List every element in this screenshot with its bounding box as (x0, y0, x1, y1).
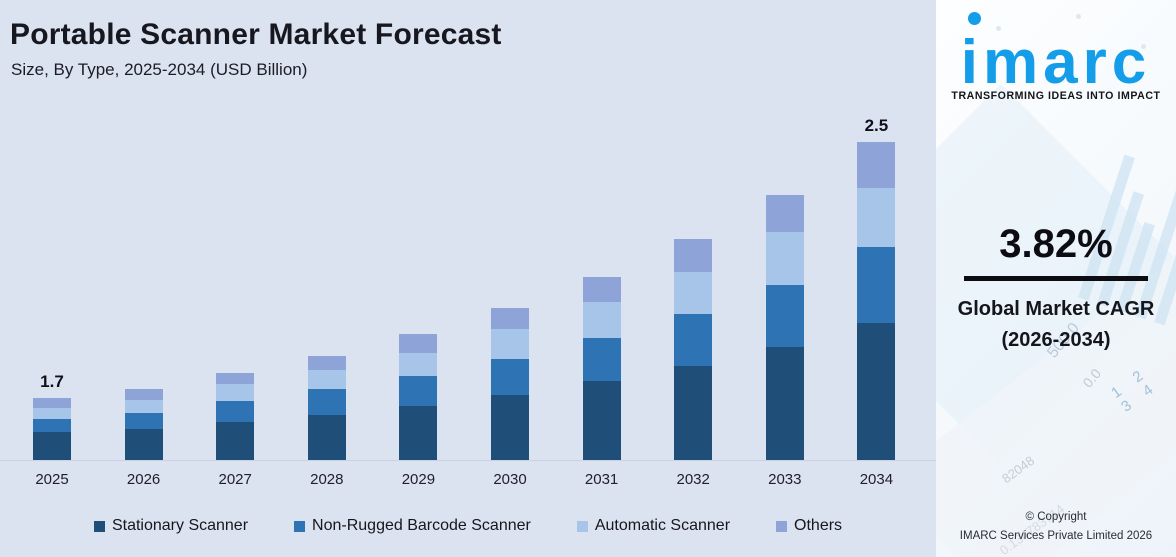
bar-2028 (307, 356, 346, 460)
copyright-line1: © Copyright (1025, 511, 1087, 524)
bar-segment (33, 432, 71, 460)
x-axis-label: 2028 (310, 471, 344, 488)
legend-item: Automatic Scanner (576, 517, 731, 535)
bar-segment (33, 408, 71, 419)
legend-label: Stationary Scanner (111, 517, 249, 534)
bar-2029 (399, 334, 438, 460)
x-axis-labels: 2025 2026 2027 2028 2029 2030 2031 2032 2033 2034 (0, 471, 936, 491)
watermark-text: 1 2 3 4 (1108, 363, 1162, 416)
plot-area: 1.7 2.5 (0, 116, 936, 461)
bar-segment (216, 373, 255, 384)
watermark-text: 82048 (999, 452, 1038, 487)
legend-color-chip (576, 520, 588, 532)
bar-segment (765, 195, 804, 232)
bar-segment (33, 398, 71, 408)
x-axis-label: 2033 (768, 471, 802, 488)
bar-value-label: 2.5 (864, 116, 889, 135)
cagr-block: 3.82% Global Market CAGR (2026-2034) (936, 222, 1176, 356)
x-axis-label: 2030 (493, 471, 527, 488)
bar-2033 (765, 195, 804, 460)
bar-segment (124, 429, 163, 460)
page-title: Portable Scanner Market Forecast (10, 18, 502, 51)
bar-segment (491, 395, 529, 460)
cagr-value: 3.82% (999, 222, 1113, 266)
bar-segment (857, 142, 896, 188)
legend-label: Automatic Scanner (594, 517, 731, 534)
bar-segment (307, 415, 346, 460)
bar-segment (124, 413, 163, 429)
bar-segment (307, 356, 346, 370)
page-subtitle: Size, By Type, 2025-2034 (USD Billion) (11, 60, 308, 79)
cagr-period: (2026-2034) (1001, 329, 1111, 351)
copyright-line2: IMARC Services Private Limited 2026 (959, 529, 1153, 542)
logo-tagline: TRANSFORMING IDEAS INTO IMPACT (951, 90, 1161, 102)
bar-2030 (491, 308, 529, 460)
bar-2034 (857, 142, 896, 460)
bar-segment (765, 285, 804, 347)
bar-segment (216, 422, 255, 460)
legend-item: Others (776, 517, 842, 535)
bar-segment (857, 247, 896, 323)
bar-2025 (33, 398, 71, 460)
x-axis-label: 2026 (126, 471, 161, 488)
bar-segment (857, 188, 896, 247)
bar-segment (582, 277, 621, 302)
bar-value-label: 1.7 (40, 372, 64, 391)
bar-segment (674, 366, 713, 460)
legend-color-chip (294, 520, 306, 532)
x-axis-label: 2031 (584, 471, 619, 488)
bar-segment (674, 239, 713, 272)
legend-color-chip (93, 520, 105, 532)
bar-segment (399, 376, 438, 406)
bar-2026 (124, 389, 163, 460)
legend-color-chip (776, 520, 788, 532)
bar-2032 (674, 239, 713, 460)
bar-segment (857, 323, 896, 460)
bar-segment (582, 338, 621, 381)
bar-segment (491, 359, 529, 395)
x-axis-label: 2032 (676, 471, 710, 488)
logo-dot-icon (968, 12, 981, 25)
legend-item: Stationary Scanner (93, 517, 249, 535)
legend-label: Non-Rugged Barcode Scanner (312, 517, 531, 534)
bar-segment (765, 347, 804, 460)
branding-panel: 500.0 0.0 1 2 3 4 82048 0.134783714 imarc TR… (936, 0, 1176, 557)
bar-segment (33, 419, 71, 432)
bar-segment (491, 308, 529, 329)
bar-segment (491, 329, 529, 359)
copyright: © Copyright IMARC Services Private Limit… (936, 508, 1176, 545)
bar-2031 (582, 277, 621, 460)
bar-segment (399, 353, 438, 376)
bar-segment (307, 389, 346, 415)
cagr-label: Global Market CAGR (957, 298, 1155, 320)
bar-segment (124, 400, 163, 413)
watermark-text: 0.0 (1079, 365, 1105, 391)
bar-segment (765, 232, 804, 285)
bar-2027 (216, 373, 255, 460)
imarc-logo: imarc (936, 10, 1176, 96)
bar-segment (216, 384, 255, 401)
x-axis-label: 2029 (401, 471, 436, 488)
logo-wordmark: imarc (960, 28, 1152, 97)
bar-segment (582, 381, 621, 460)
bar-segment (399, 406, 438, 460)
bar-segment (307, 370, 346, 389)
bar-segment (216, 401, 255, 422)
chart-section: Portable Scanner Market Forecast Size, B… (0, 18, 936, 535)
bar-segment (399, 334, 438, 353)
legend-label: Others (794, 517, 843, 534)
legend: Stationary Scanner Non-Rugged Barcode Sca… (0, 517, 936, 535)
bar-segment (674, 272, 713, 314)
bar-segment (124, 389, 163, 400)
bar-segment (582, 302, 621, 338)
legend-item: Non-Rugged Barcode Scanner (294, 517, 531, 535)
x-axis-label: 2027 (218, 471, 252, 488)
x-axis-label: 2034 (859, 471, 894, 488)
cagr-underline (964, 276, 1148, 281)
bar-segment (674, 314, 713, 366)
x-axis-label: 2025 (35, 471, 69, 488)
